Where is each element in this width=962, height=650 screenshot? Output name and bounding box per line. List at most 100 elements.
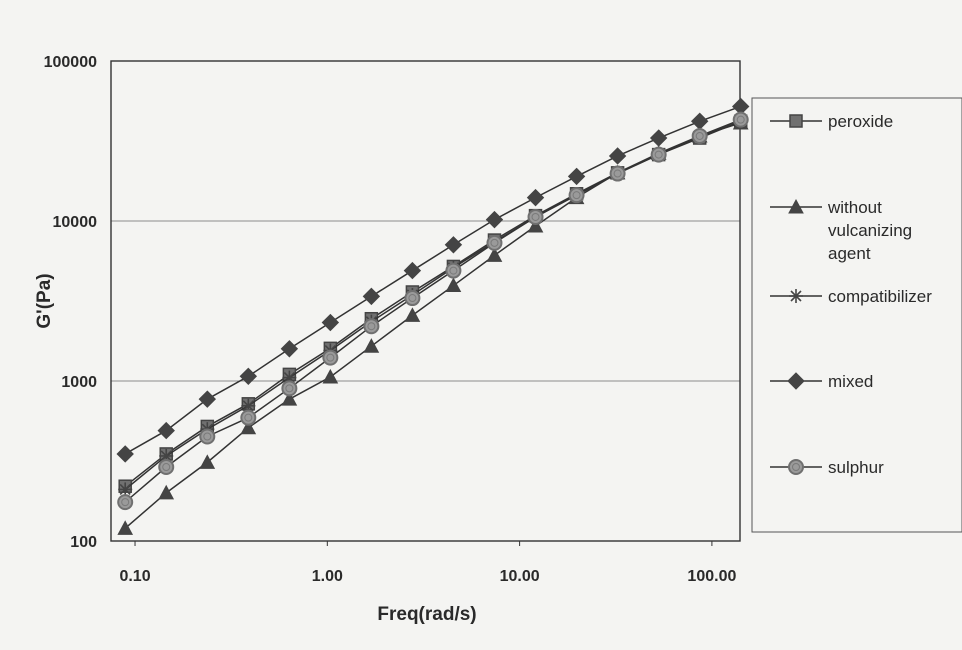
diamond-marker [444, 236, 463, 254]
y-tick-label: 100 [70, 534, 97, 551]
data-point-mixed [116, 445, 134, 463]
circle-marker-inner [285, 384, 294, 393]
square-marker [789, 114, 803, 128]
data-point-without-vulcanizing-agent [158, 484, 175, 500]
circle-marker-inner [613, 169, 622, 178]
data-point-mixed [690, 112, 709, 130]
legend-marker-without-vulcanizing-agent [788, 198, 804, 214]
data-point-without-vulcanizing-agent [404, 307, 421, 322]
circle-marker [117, 494, 134, 511]
data-point-sulphur [322, 349, 339, 366]
circle-marker [240, 409, 257, 426]
triangle-marker [240, 419, 257, 435]
data-point-without-vulcanizing-agent [240, 419, 257, 435]
series-line-mixed [124, 105, 741, 455]
diamond-marker [787, 372, 805, 390]
series-line-sulphur [124, 118, 741, 503]
circle-marker [691, 127, 708, 144]
data-point-mixed [239, 367, 258, 386]
y-axis-title: G'(Pa) [34, 273, 55, 328]
legend-label-without-vulcanizing-agent: without [827, 198, 882, 217]
circle-marker-inner [408, 294, 417, 303]
circle-marker-inner [162, 463, 171, 472]
asterisk-stroke [283, 372, 295, 384]
diamond-marker [239, 367, 258, 386]
circle-marker-inner [203, 432, 212, 441]
data-point-without-vulcanizing-agent [445, 277, 462, 293]
data-point-mixed [526, 188, 545, 207]
asterisk-stroke [790, 290, 802, 302]
legend-marker-mixed [787, 372, 805, 390]
data-point-mixed [157, 421, 175, 440]
y-tick-label: 10000 [53, 214, 98, 231]
circle-marker-inner [531, 212, 540, 221]
data-point-without-vulcanizing-agent [363, 338, 380, 353]
diamond-marker [198, 390, 217, 408]
data-point-without-vulcanizing-agent [281, 391, 298, 406]
diamond-marker [116, 445, 134, 463]
axis-labels: Freq(rad/s) G'(Pa) [34, 273, 477, 625]
x-tick-label: 10.00 [500, 568, 540, 585]
data-point-sulphur [445, 262, 462, 279]
plot-frame [110, 60, 741, 542]
data-point-sulphur [404, 290, 421, 307]
diamond-marker [280, 340, 299, 358]
data-point-mixed [280, 340, 299, 358]
asterisk-stroke [242, 400, 254, 412]
data-point-sulphur [117, 494, 134, 511]
data-point-without-vulcanizing-agent [199, 454, 216, 469]
circle-marker [445, 262, 462, 279]
triangle-marker [486, 247, 503, 262]
legend-label-sulphur: sulphur [828, 458, 884, 477]
circle-marker [404, 290, 421, 307]
data-point-sulphur [158, 459, 175, 476]
data-point-mixed [444, 236, 463, 254]
legend-label-without-vulcanizing-agent: agent [828, 244, 871, 263]
diamond-marker [157, 421, 175, 440]
data-point-sulphur [691, 127, 708, 144]
data-point-without-vulcanizing-agent [117, 520, 134, 535]
axes: 100 1000 10000 100000 0.10 1.00 10.00 100.00 [44, 54, 741, 585]
data-point-sulphur [281, 380, 298, 397]
diamond-marker [362, 287, 381, 306]
series-without-vulcanizing-agent [117, 114, 749, 535]
y-tick-label: 1000 [61, 374, 97, 391]
data-point-mixed [608, 147, 627, 165]
asterisk-stroke [160, 450, 172, 462]
series-sulphur [117, 111, 749, 511]
diamond-marker [567, 167, 586, 186]
data-point-sulphur [609, 165, 626, 182]
legend-item-without-vulcanizing-agent: without vulcanizing agent [770, 198, 912, 263]
asterisk-stroke [119, 483, 131, 496]
circle-marker [732, 111, 749, 128]
legend-marker-sulphur [788, 459, 804, 475]
legend-label-peroxide: peroxide [828, 112, 893, 131]
data-point-mixed [362, 287, 381, 306]
legend-marker-compatibilizer [789, 289, 803, 303]
legend-label-mixed: mixed [828, 372, 873, 391]
data-point-without-vulcanizing-agent [486, 247, 503, 262]
data-point-without-vulcanizing-agent [322, 368, 339, 384]
triangle-marker [281, 391, 298, 406]
circle-marker-inner [695, 131, 704, 140]
triangle-marker [404, 307, 421, 322]
data-point-sulphur [486, 234, 503, 251]
circle-marker [609, 165, 626, 182]
triangle-marker [363, 338, 380, 353]
circle-marker-inner [449, 266, 458, 275]
x-tick-label: 0.10 [119, 568, 150, 585]
triangle-marker [788, 198, 804, 214]
series-group [116, 97, 750, 535]
circle-marker [199, 428, 216, 445]
circle-marker-inner [326, 353, 335, 362]
series-line-compatibilizer [124, 118, 742, 491]
series-mixed [116, 97, 750, 463]
data-point-sulphur [199, 428, 216, 445]
diamond-marker [526, 188, 545, 207]
data-point-compatibilizer [118, 482, 133, 497]
diamond-marker [403, 261, 422, 280]
circle-marker [322, 349, 339, 366]
triangle-marker [199, 454, 216, 469]
